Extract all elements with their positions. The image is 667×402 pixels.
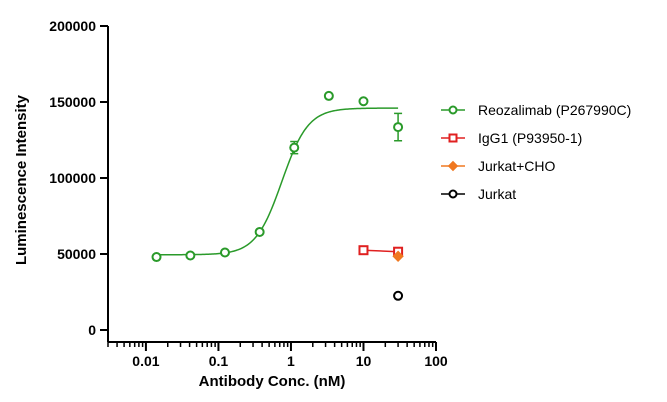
legend-item: IgG1 (P93950-1) <box>441 130 582 146</box>
data-marks <box>151 90 404 301</box>
y-tick-label: 200000 <box>49 18 96 34</box>
legend-swatch-marker <box>448 105 458 115</box>
data-point <box>323 90 334 101</box>
x-axis-title: Antibody Conc. (nM) <box>199 373 346 390</box>
series-2 <box>392 250 404 262</box>
legend: Reozalimab (P267990C) IgG1 (P93950-1) Jurk… <box>441 102 631 202</box>
y-tick-label: 0 <box>88 322 96 338</box>
y-tick-label: 100000 <box>49 170 96 186</box>
fit-curve <box>156 107 399 256</box>
legend-item: Reozalimab (P267990C) <box>441 102 631 118</box>
y-tick-label: 50000 <box>57 246 96 262</box>
data-point <box>358 96 369 107</box>
legend-swatch-marker <box>448 133 458 143</box>
data-point <box>289 142 300 153</box>
data-point <box>393 290 404 301</box>
series-line <box>363 249 399 253</box>
data-point <box>392 250 404 262</box>
data-point <box>219 247 230 258</box>
x-tick-label: 10 <box>356 353 372 369</box>
data-point <box>393 122 404 133</box>
series-3 <box>393 290 404 301</box>
legend-swatch-marker <box>448 189 458 199</box>
legend-label: Reozalimab (P267990C) <box>478 102 631 118</box>
axes: 0 50000 100000 150000 200000 0.01 0.1 1 10 100 Ant… <box>13 18 448 390</box>
y-tick-label: 150000 <box>49 94 96 110</box>
legend-item: Jurkat+CHO <box>441 158 556 174</box>
x-tick-label: 1 <box>287 353 295 369</box>
legend-item: Jurkat <box>441 186 516 202</box>
data-point <box>151 252 162 263</box>
series-0 <box>151 90 404 263</box>
x-tick-label: 0.01 <box>132 353 159 369</box>
legend-label: IgG1 (P93950-1) <box>478 130 582 146</box>
x-tick-label: 100 <box>424 353 448 369</box>
data-point <box>358 245 369 256</box>
legend-swatch-marker <box>447 160 459 172</box>
y-axis-title: Luminescence Intensity <box>13 94 30 265</box>
legend-label: Jurkat+CHO <box>478 158 556 174</box>
legend-label: Jurkat <box>478 186 516 202</box>
data-point <box>254 226 265 237</box>
x-tick-label: 0.1 <box>209 353 229 369</box>
data-point <box>185 250 196 261</box>
